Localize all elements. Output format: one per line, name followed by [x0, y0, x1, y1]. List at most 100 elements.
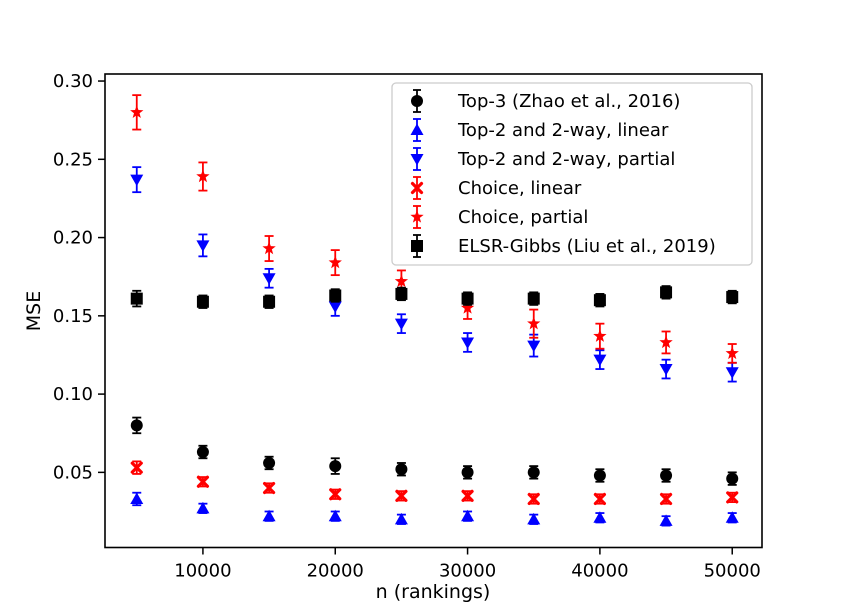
y-tick-label: 0.10	[53, 384, 93, 405]
y-tick-label: 0.30	[53, 71, 93, 92]
marker-triangle-up	[328, 509, 342, 522]
marker-triangle-down	[593, 354, 607, 367]
marker-triangle-down	[262, 273, 276, 285]
marker-triangle-down	[130, 174, 144, 187]
marker-square	[411, 240, 423, 252]
marker-square	[329, 289, 342, 302]
marker-triangle-down	[394, 318, 408, 331]
marker-square	[660, 286, 673, 299]
marker-x	[593, 492, 606, 506]
marker-star	[130, 105, 144, 119]
legend: Top-3 (Zhao et al., 2016) Top-2 and 2-way…	[391, 82, 753, 266]
marker-star	[659, 335, 673, 349]
y-tick-label: 0.05	[53, 462, 93, 483]
marker-star	[460, 301, 475, 314]
marker-star	[527, 316, 541, 330]
legend-label: Top-2 and 2-way, linear	[457, 120, 669, 141]
legend-label: Top-3 (Zhao et al., 2016)	[457, 91, 680, 112]
marker-star	[394, 274, 409, 288]
marker-triangle-down	[461, 337, 475, 349]
marker-triangle-down	[527, 340, 541, 353]
marker-square	[726, 291, 739, 304]
legend-box	[391, 82, 753, 266]
marker-triangle-up	[196, 501, 210, 514]
marker-triangle-down	[659, 364, 673, 376]
marker-triangle-down	[196, 240, 210, 252]
marker-circle	[196, 446, 209, 459]
marker-x	[659, 492, 673, 506]
x-tick-label: 50000	[704, 561, 761, 582]
marker-triangle-down	[725, 367, 739, 379]
legend-label: Top-2 and 2-way, partial	[457, 149, 675, 170]
legend-item: Choice, linear	[410, 176, 582, 200]
series-top-2-and-2-way-linear	[130, 491, 739, 527]
legend-item: Top-3 (Zhao et al., 2016)	[411, 89, 680, 113]
marker-x	[410, 181, 424, 195]
marker-square	[263, 295, 276, 308]
marker-triangle-up	[130, 492, 144, 504]
marker-circle	[329, 460, 342, 473]
x-tick-label: 20000	[307, 561, 364, 582]
marker-triangle-up	[262, 509, 276, 522]
marker-circle	[461, 466, 474, 479]
series-choice-linear	[130, 460, 739, 506]
marker-x	[461, 489, 474, 502]
marker-triangle-up	[394, 512, 408, 525]
marker-triangle-up	[410, 123, 424, 135]
y-axis-label: MSE	[23, 291, 45, 331]
legend-item: Top-2 and 2-way, linear	[410, 118, 669, 142]
marker-circle	[130, 419, 143, 432]
marker-star	[593, 329, 607, 342]
marker-circle	[527, 466, 540, 479]
marker-triangle-up	[659, 514, 673, 526]
marker-star	[262, 241, 276, 255]
x-axis-label: n (rankings)	[376, 581, 491, 603]
marker-circle	[411, 95, 423, 107]
y-tick-label: 0.15	[53, 306, 93, 327]
series-top-3-zhao-et-al-2016-	[130, 416, 739, 486]
marker-triangle-up	[461, 509, 475, 522]
x-tick-label: 30000	[439, 561, 496, 582]
marker-circle	[395, 463, 408, 476]
marker-x	[196, 475, 210, 488]
marker-triangle-down	[410, 154, 424, 166]
plot-frame	[104, 73, 763, 549]
marker-triangle-up	[725, 511, 739, 523]
legend-item: Choice, partial	[410, 205, 588, 229]
x-tick-label: 40000	[571, 561, 628, 582]
marker-circle	[726, 472, 739, 485]
marker-x	[395, 489, 408, 502]
y-tick-label: 0.25	[53, 149, 93, 170]
marker-star	[725, 346, 739, 360]
y-tick-label: 0.20	[53, 228, 93, 249]
marker-star	[196, 169, 210, 183]
marker-circle	[263, 456, 276, 469]
marker-x	[527, 492, 540, 506]
marker-square	[527, 292, 540, 305]
legend-label: Choice, linear	[458, 178, 582, 199]
marker-star	[410, 210, 424, 223]
marker-x	[130, 461, 143, 474]
marker-x	[262, 481, 276, 495]
marker-triangle-down	[328, 301, 342, 313]
legend-item: Top-2 and 2-way, partial	[410, 147, 675, 171]
marker-square	[395, 287, 408, 300]
marker-triangle-up	[527, 512, 541, 525]
x-tick-label: 10000	[174, 561, 231, 582]
legend-label: Choice, partial	[458, 207, 588, 228]
legend-label: ELSR-Gibbs (Liu et al., 2019)	[458, 236, 716, 257]
marker-circle	[660, 469, 673, 482]
series-elsr-gibbs-liu-et-al-2019-	[130, 285, 739, 309]
marker-triangle-up	[593, 511, 607, 523]
marker-square	[461, 292, 474, 305]
legend-item: ELSR-Gibbs (Liu et al., 2019)	[411, 234, 716, 258]
marker-square	[130, 292, 143, 305]
marker-square	[196, 295, 209, 308]
marker-circle	[593, 469, 606, 482]
marker-x	[726, 491, 739, 504]
marker-x	[329, 488, 342, 501]
marker-star	[328, 255, 342, 269]
marker-square	[593, 294, 606, 307]
